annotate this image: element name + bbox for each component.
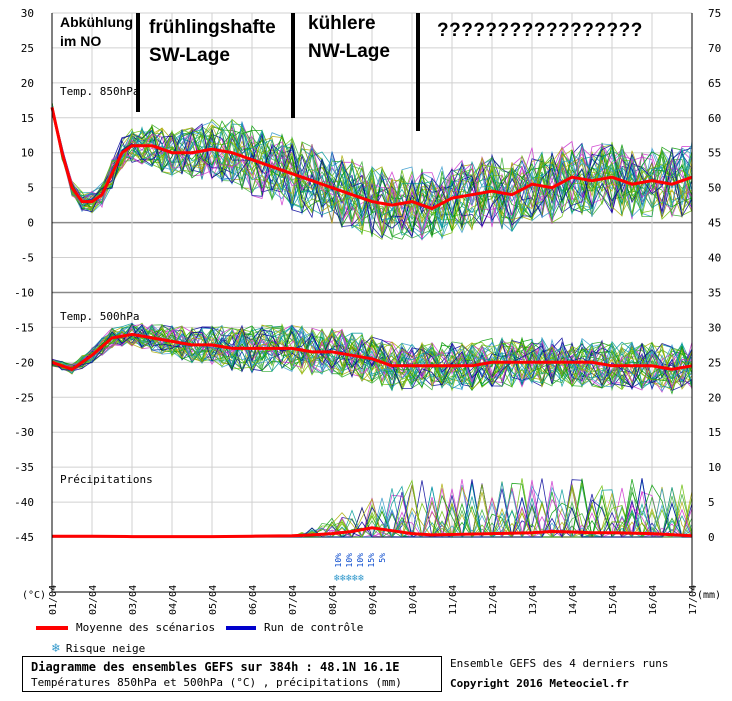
- legend-control: Run de contrôle: [226, 621, 363, 634]
- annotation-cool-nw: kühlere NW-Lage: [308, 13, 390, 62]
- y-left-tick-label: -35: [14, 461, 34, 474]
- x-tick-label: 02/04: [88, 585, 99, 615]
- x-tick-label: 03/04: [128, 585, 139, 615]
- mean-line-850: [50, 106, 693, 211]
- snow-chance-label: 15%: [367, 553, 376, 568]
- y-right-tick-label: 35: [708, 286, 721, 299]
- y-right-tick-label: 65: [708, 77, 721, 90]
- y-right-tick-label: 60: [708, 112, 721, 125]
- member-line-850: [51, 104, 693, 234]
- y-left-tick-label: 5: [27, 182, 34, 195]
- legend-mean: Moyenne des scénarios: [36, 621, 215, 634]
- x-tick-label: 15/04: [608, 585, 619, 615]
- snowflake-icon: ❄: [52, 641, 60, 656]
- mean-swatch: [36, 626, 68, 630]
- footer-box: Diagramme des ensembles GEFS sur 384h : …: [22, 656, 442, 692]
- y-right-tick-label: 50: [708, 182, 721, 195]
- x-tick-label: 08/04: [328, 585, 339, 615]
- y-right-tick-label: 10: [708, 461, 721, 474]
- x-tick-label: 09/04: [368, 585, 379, 615]
- y-left-tick-label: -45: [14, 531, 34, 544]
- x-tick-label: 04/04: [168, 585, 179, 615]
- x-tick-label: 10/04: [408, 585, 419, 615]
- y-left-tick-label: -40: [14, 496, 34, 509]
- y-left-tick-label: 30: [21, 7, 34, 20]
- label-t500: Temp. 500hPa: [60, 310, 140, 323]
- member-line-850: [51, 112, 693, 237]
- member-line-850: [51, 102, 693, 237]
- y-right-tick-label: 70: [708, 42, 721, 55]
- y-right-tick-label: 75: [708, 7, 721, 20]
- legend-mean-label: Moyenne des scénarios: [76, 621, 216, 634]
- chart-axes: [51, 13, 693, 593]
- x-tick-label: 07/04: [288, 585, 299, 615]
- member-line-500: [51, 325, 693, 391]
- snowflake-icon: ❄❄❄❄❄: [334, 573, 365, 584]
- member-line-850: [51, 112, 693, 231]
- x-tick-label: 17/04: [688, 585, 699, 615]
- mean-line-500: [51, 332, 693, 371]
- member-line-850: [51, 105, 693, 231]
- x-tick-label: 05/04: [208, 585, 219, 615]
- member-line-500: [51, 324, 693, 391]
- snow-chance-label: 5%: [378, 553, 387, 563]
- y-right-tick-label: 20: [708, 391, 721, 404]
- footer-copyright: Copyright 2016 Meteociel.fr: [450, 677, 629, 690]
- label-t850: Temp. 850hPa: [60, 85, 140, 98]
- y-right-tick-label: 30: [708, 321, 721, 334]
- y-left-tick-label: -20: [14, 356, 34, 369]
- x-tick-label: 11/04: [448, 585, 459, 615]
- x-tick-label: 13/04: [528, 585, 539, 615]
- y-left-tick-label: 20: [21, 77, 34, 90]
- member-line-500: [51, 323, 693, 388]
- y-left-tick-label: -15: [14, 321, 34, 334]
- legend-control-label: Run de contrôle: [264, 621, 364, 634]
- annotation-bars: [136, 13, 420, 131]
- annotation-spring-sw: frühlingshafte SW-Lage: [149, 17, 276, 66]
- y-right-tick-label: 25: [708, 356, 721, 369]
- legend-snow-label: Risque neige: [65, 642, 146, 655]
- y-left-tick-label: 0: [27, 217, 34, 230]
- left-unit-label: (°C): [22, 590, 47, 601]
- y-left-tick-label: -30: [14, 426, 34, 439]
- snow-chance-label: 10%: [334, 553, 343, 568]
- y-right-tick-label: 55: [708, 147, 721, 160]
- control-swatch: [226, 626, 256, 630]
- y-left-tick-label: -25: [14, 391, 34, 404]
- y-left-tick-label: 10: [21, 147, 34, 160]
- member-line-850: [51, 102, 693, 223]
- x-tick-label: 06/04: [248, 585, 259, 615]
- annotation-unknown: ?????????????????: [437, 20, 643, 41]
- right-unit-label: (mm): [697, 590, 722, 601]
- member-line-500: [52, 324, 693, 390]
- snow-chance-label: 10%: [356, 553, 365, 568]
- tick-labels: 302520151050-5-10-15-20-25-30-35-40-4575…: [14, 7, 721, 615]
- y-right-tick-label: 5: [708, 496, 715, 509]
- y-left-tick-label: 25: [21, 42, 34, 55]
- x-tick-label: 16/04: [648, 585, 659, 615]
- mean-line-precip: [52, 526, 693, 539]
- snow-chance-label: 10%: [345, 553, 354, 568]
- label-precip: Précipitations: [60, 473, 153, 486]
- x-tick-label: 01/04: [48, 585, 59, 615]
- y-left-tick-label: -5: [21, 252, 34, 265]
- y-right-tick-label: 40: [708, 252, 721, 265]
- footer-subtitle: Températures 850hPa et 500hPa (°C) , pré…: [31, 676, 402, 689]
- annotation-cooling-ne: Abkühlung im NO: [60, 14, 134, 49]
- y-left-tick-label: -10: [14, 286, 34, 299]
- y-left-tick-label: 15: [21, 112, 34, 125]
- y-right-tick-label: 45: [708, 217, 721, 230]
- mean-series: [50, 106, 693, 539]
- snow-chance-group: 10% 10% 10% 15% 5% ❄❄❄❄❄: [334, 553, 394, 585]
- y-right-tick-label: 0: [708, 531, 715, 544]
- member-line-500: [51, 324, 693, 389]
- legend-snow: ❄ Risque neige: [52, 641, 145, 656]
- y-right-tick-label: 15: [708, 426, 721, 439]
- x-tick-label: 12/04: [488, 585, 499, 615]
- member-line-850: [51, 106, 693, 230]
- footer-title: Diagramme des ensembles GEFS sur 384h : …: [31, 660, 400, 674]
- footer-runs: Ensemble GEFS des 4 derniers runs: [450, 657, 669, 670]
- x-tick-label: 14/04: [568, 585, 579, 615]
